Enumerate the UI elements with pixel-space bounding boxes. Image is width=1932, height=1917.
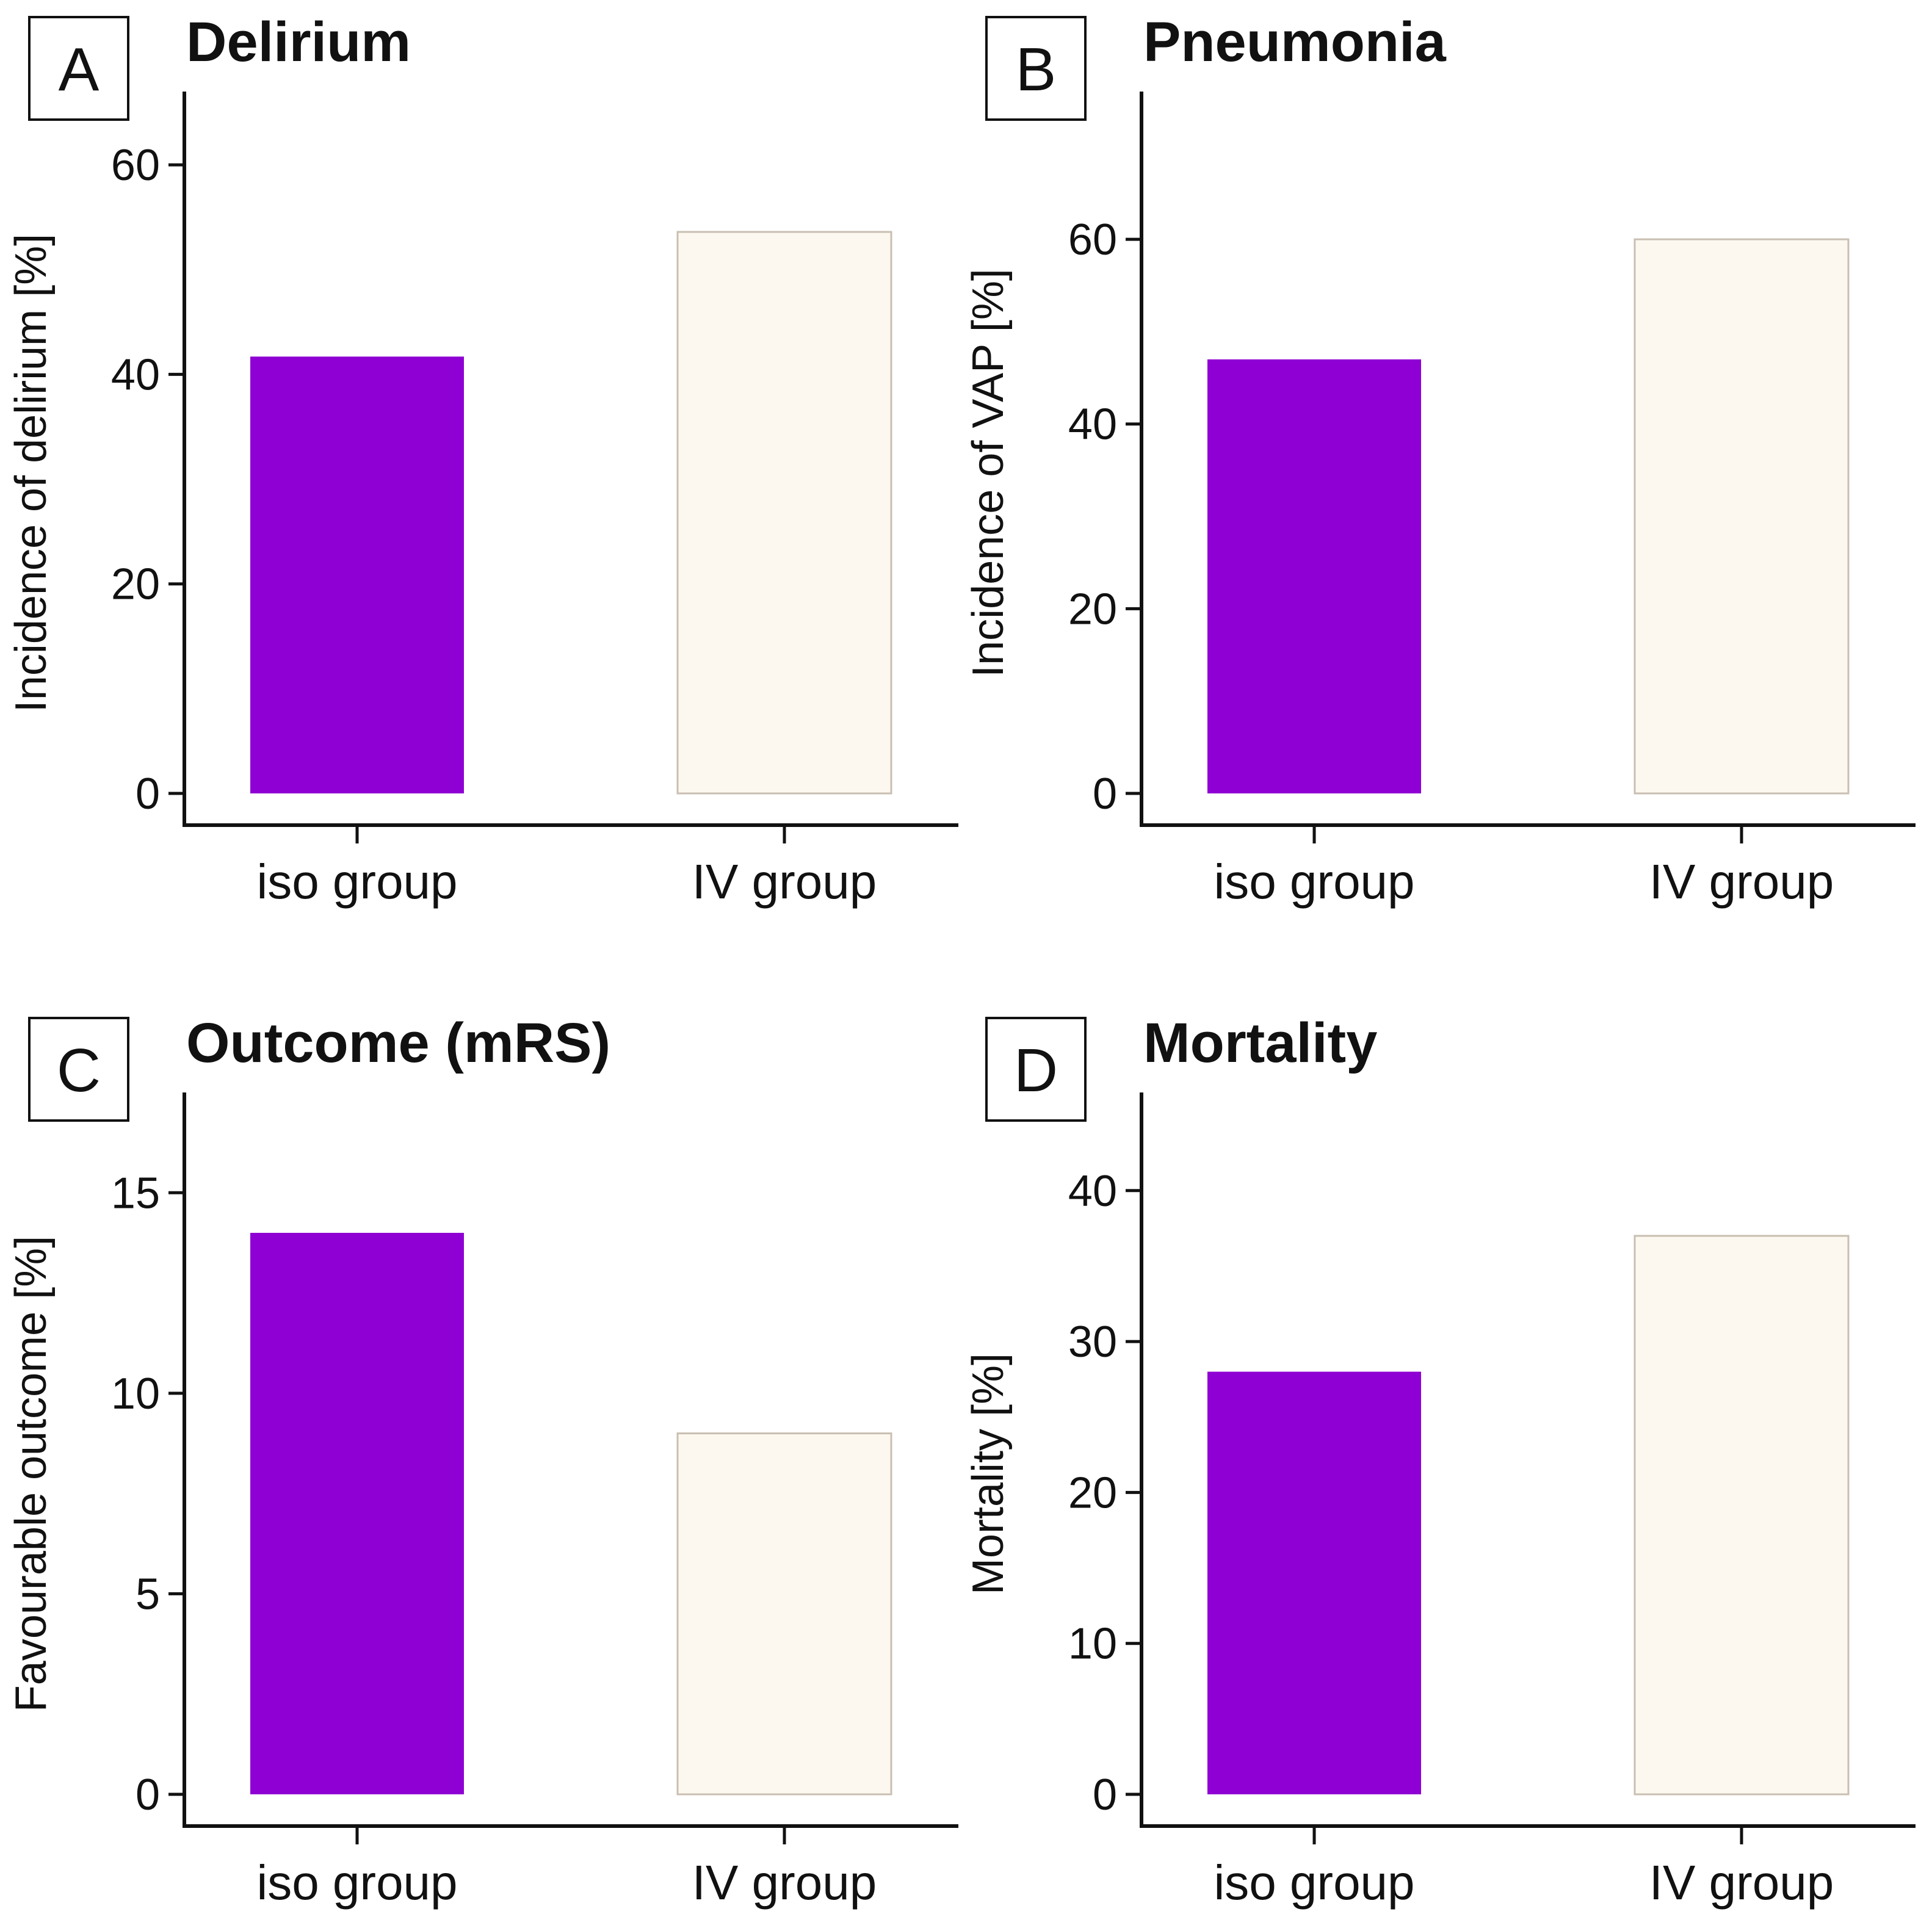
panel-d-ytick-label: 40 xyxy=(1068,1167,1117,1216)
panel-c-ytick-label: 5 xyxy=(136,1570,160,1619)
panel-b-bar-iso xyxy=(1207,359,1421,793)
panel-b-title: Pneumonia xyxy=(1143,11,1447,73)
panel-d-ytick-label: 10 xyxy=(1068,1620,1117,1669)
panel-d: D Mortality 0 10 20 30 40 iso group IV group Mort… xyxy=(964,1012,1916,1910)
panel-c-bar-iv xyxy=(676,1432,892,1796)
panel-b-bar-iv xyxy=(1634,238,1850,795)
panel-a-bar-iv xyxy=(676,231,892,795)
panel-c: C Outcome (mRS) 0 5 10 15 iso group IV group Fav… xyxy=(7,1012,958,1910)
panel-d-letter: D xyxy=(1014,1036,1058,1105)
panel-b-ytick-label: 0 xyxy=(1093,770,1117,818)
panel-a-ytick-label: 60 xyxy=(111,141,160,190)
panel-c-ylabel: Favourable outcome [%] xyxy=(7,1236,56,1712)
panel-d-title: Mortality xyxy=(1143,1012,1377,1074)
panel-c-letter: C xyxy=(57,1036,101,1105)
panel-b: B Pneumonia 0 20 40 60 iso group IV group Incide… xyxy=(964,11,1916,909)
panel-d-bar-iv xyxy=(1634,1235,1850,1796)
panel-c-title: Outcome (mRS) xyxy=(186,1012,610,1074)
panel-c-category-label: iso group xyxy=(256,1855,457,1910)
panel-d-ytick-label: 30 xyxy=(1068,1318,1117,1366)
panel-b-category-label: iso group xyxy=(1214,854,1414,909)
panel-a-title: Delirium xyxy=(186,11,411,73)
panel-b-ytick-label: 60 xyxy=(1068,215,1117,264)
panel-a-ytick-label: 0 xyxy=(136,770,160,818)
panel-c-category-label: IV group xyxy=(692,1855,877,1910)
panel-c-letter-box xyxy=(28,1017,129,1122)
panel-d-category-label: IV group xyxy=(1649,1855,1834,1910)
panel-b-letter: B xyxy=(1016,35,1057,104)
panel-d-category-label: iso group xyxy=(1214,1855,1414,1910)
panel-d-ytick-label: 20 xyxy=(1068,1468,1117,1517)
panel-d-ylabel: Mortality [%] xyxy=(964,1353,1013,1595)
panel-a-ylabel: Incidence of delirium [%] xyxy=(7,234,56,712)
panel-a-category-label: IV group xyxy=(692,854,877,909)
panel-a-letter: A xyxy=(59,35,99,104)
panel-d-letter-box xyxy=(985,1017,1087,1122)
panel-a-bar-iso xyxy=(250,356,464,793)
panel-d-bar-iso xyxy=(1207,1371,1421,1794)
panel-c-ytick-label: 0 xyxy=(136,1771,160,1819)
panel-b-ytick-label: 40 xyxy=(1068,400,1117,449)
panel-c-ytick-label: 10 xyxy=(111,1370,160,1418)
panel-a-category-label: iso group xyxy=(256,854,457,909)
panel-a-letter-box xyxy=(28,16,129,121)
panel-d-ytick-label: 0 xyxy=(1093,1771,1117,1819)
panel-c-bar-iso xyxy=(250,1233,464,1794)
panel-a-ytick-label: 20 xyxy=(111,560,160,609)
panel-b-ylabel: Incidence of VAP [%] xyxy=(964,269,1013,677)
panel-b-letter-box xyxy=(985,16,1087,121)
panel-b-ytick-label: 20 xyxy=(1068,585,1117,634)
panel-a-ytick-label: 40 xyxy=(111,350,160,399)
panel-c-ytick-label: 15 xyxy=(111,1169,160,1218)
panel-b-category-label: IV group xyxy=(1649,854,1834,909)
panel-a: A Delirium 0 20 40 60 iso group IV group Inciden… xyxy=(7,11,958,909)
